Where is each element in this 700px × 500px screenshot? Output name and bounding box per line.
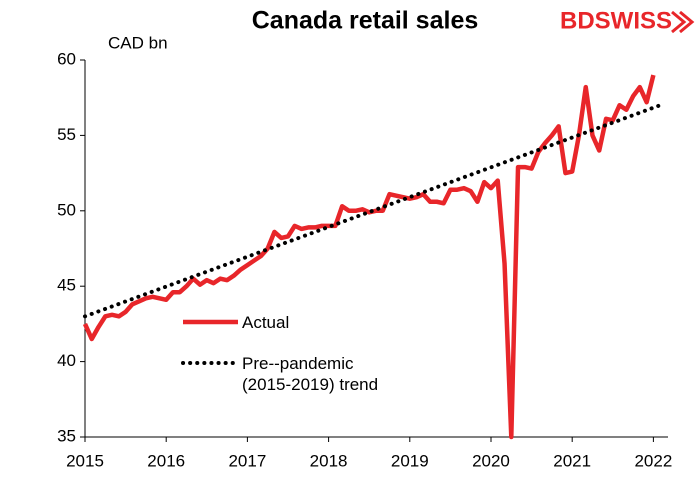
x-tick-label: 2019 [391,451,429,470]
x-tick-label: 2018 [310,451,348,470]
line-series [82,74,656,440]
y-axis-label: CAD bn [108,33,168,52]
x-tick-label: 2021 [553,451,591,470]
y-tick-label: 50 [57,200,76,219]
x-tick-label: 2020 [472,451,510,470]
y-tick-label: 60 [57,49,76,68]
logo: BDSWISS [560,7,672,34]
chart-title: Canada retail sales [252,7,479,35]
x-tick-label: 2016 [147,451,185,470]
logo-icon [671,10,695,34]
x-tick-label: 2015 [66,451,104,470]
x-tick-label: 2017 [228,451,266,470]
y-tick-label: 35 [57,426,76,445]
legend-label: Actual [242,313,290,332]
y-tick-label: 40 [57,351,76,370]
x-tick-label: 2022 [634,451,672,470]
legend-label: Pre--pandemic (2015-2019) trend [242,354,379,394]
y-tick-label: 55 [57,125,76,144]
y-tick-label: 45 [57,276,76,295]
line-series [83,103,663,319]
